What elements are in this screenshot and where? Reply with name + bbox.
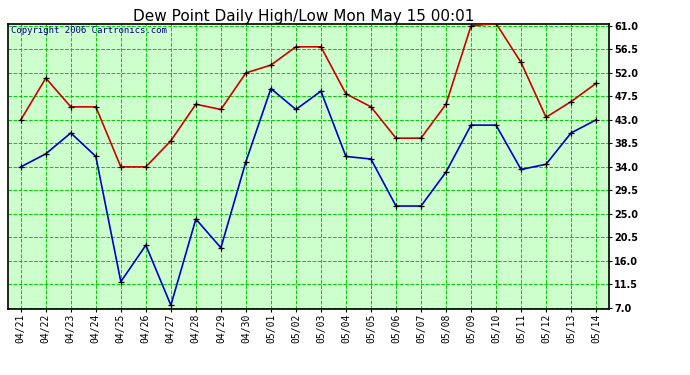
Text: Dew Point Daily High/Low Mon May 15 00:01: Dew Point Daily High/Low Mon May 15 00:0…	[133, 9, 474, 24]
Text: Copyright 2006 Cartronics.com: Copyright 2006 Cartronics.com	[11, 26, 167, 35]
